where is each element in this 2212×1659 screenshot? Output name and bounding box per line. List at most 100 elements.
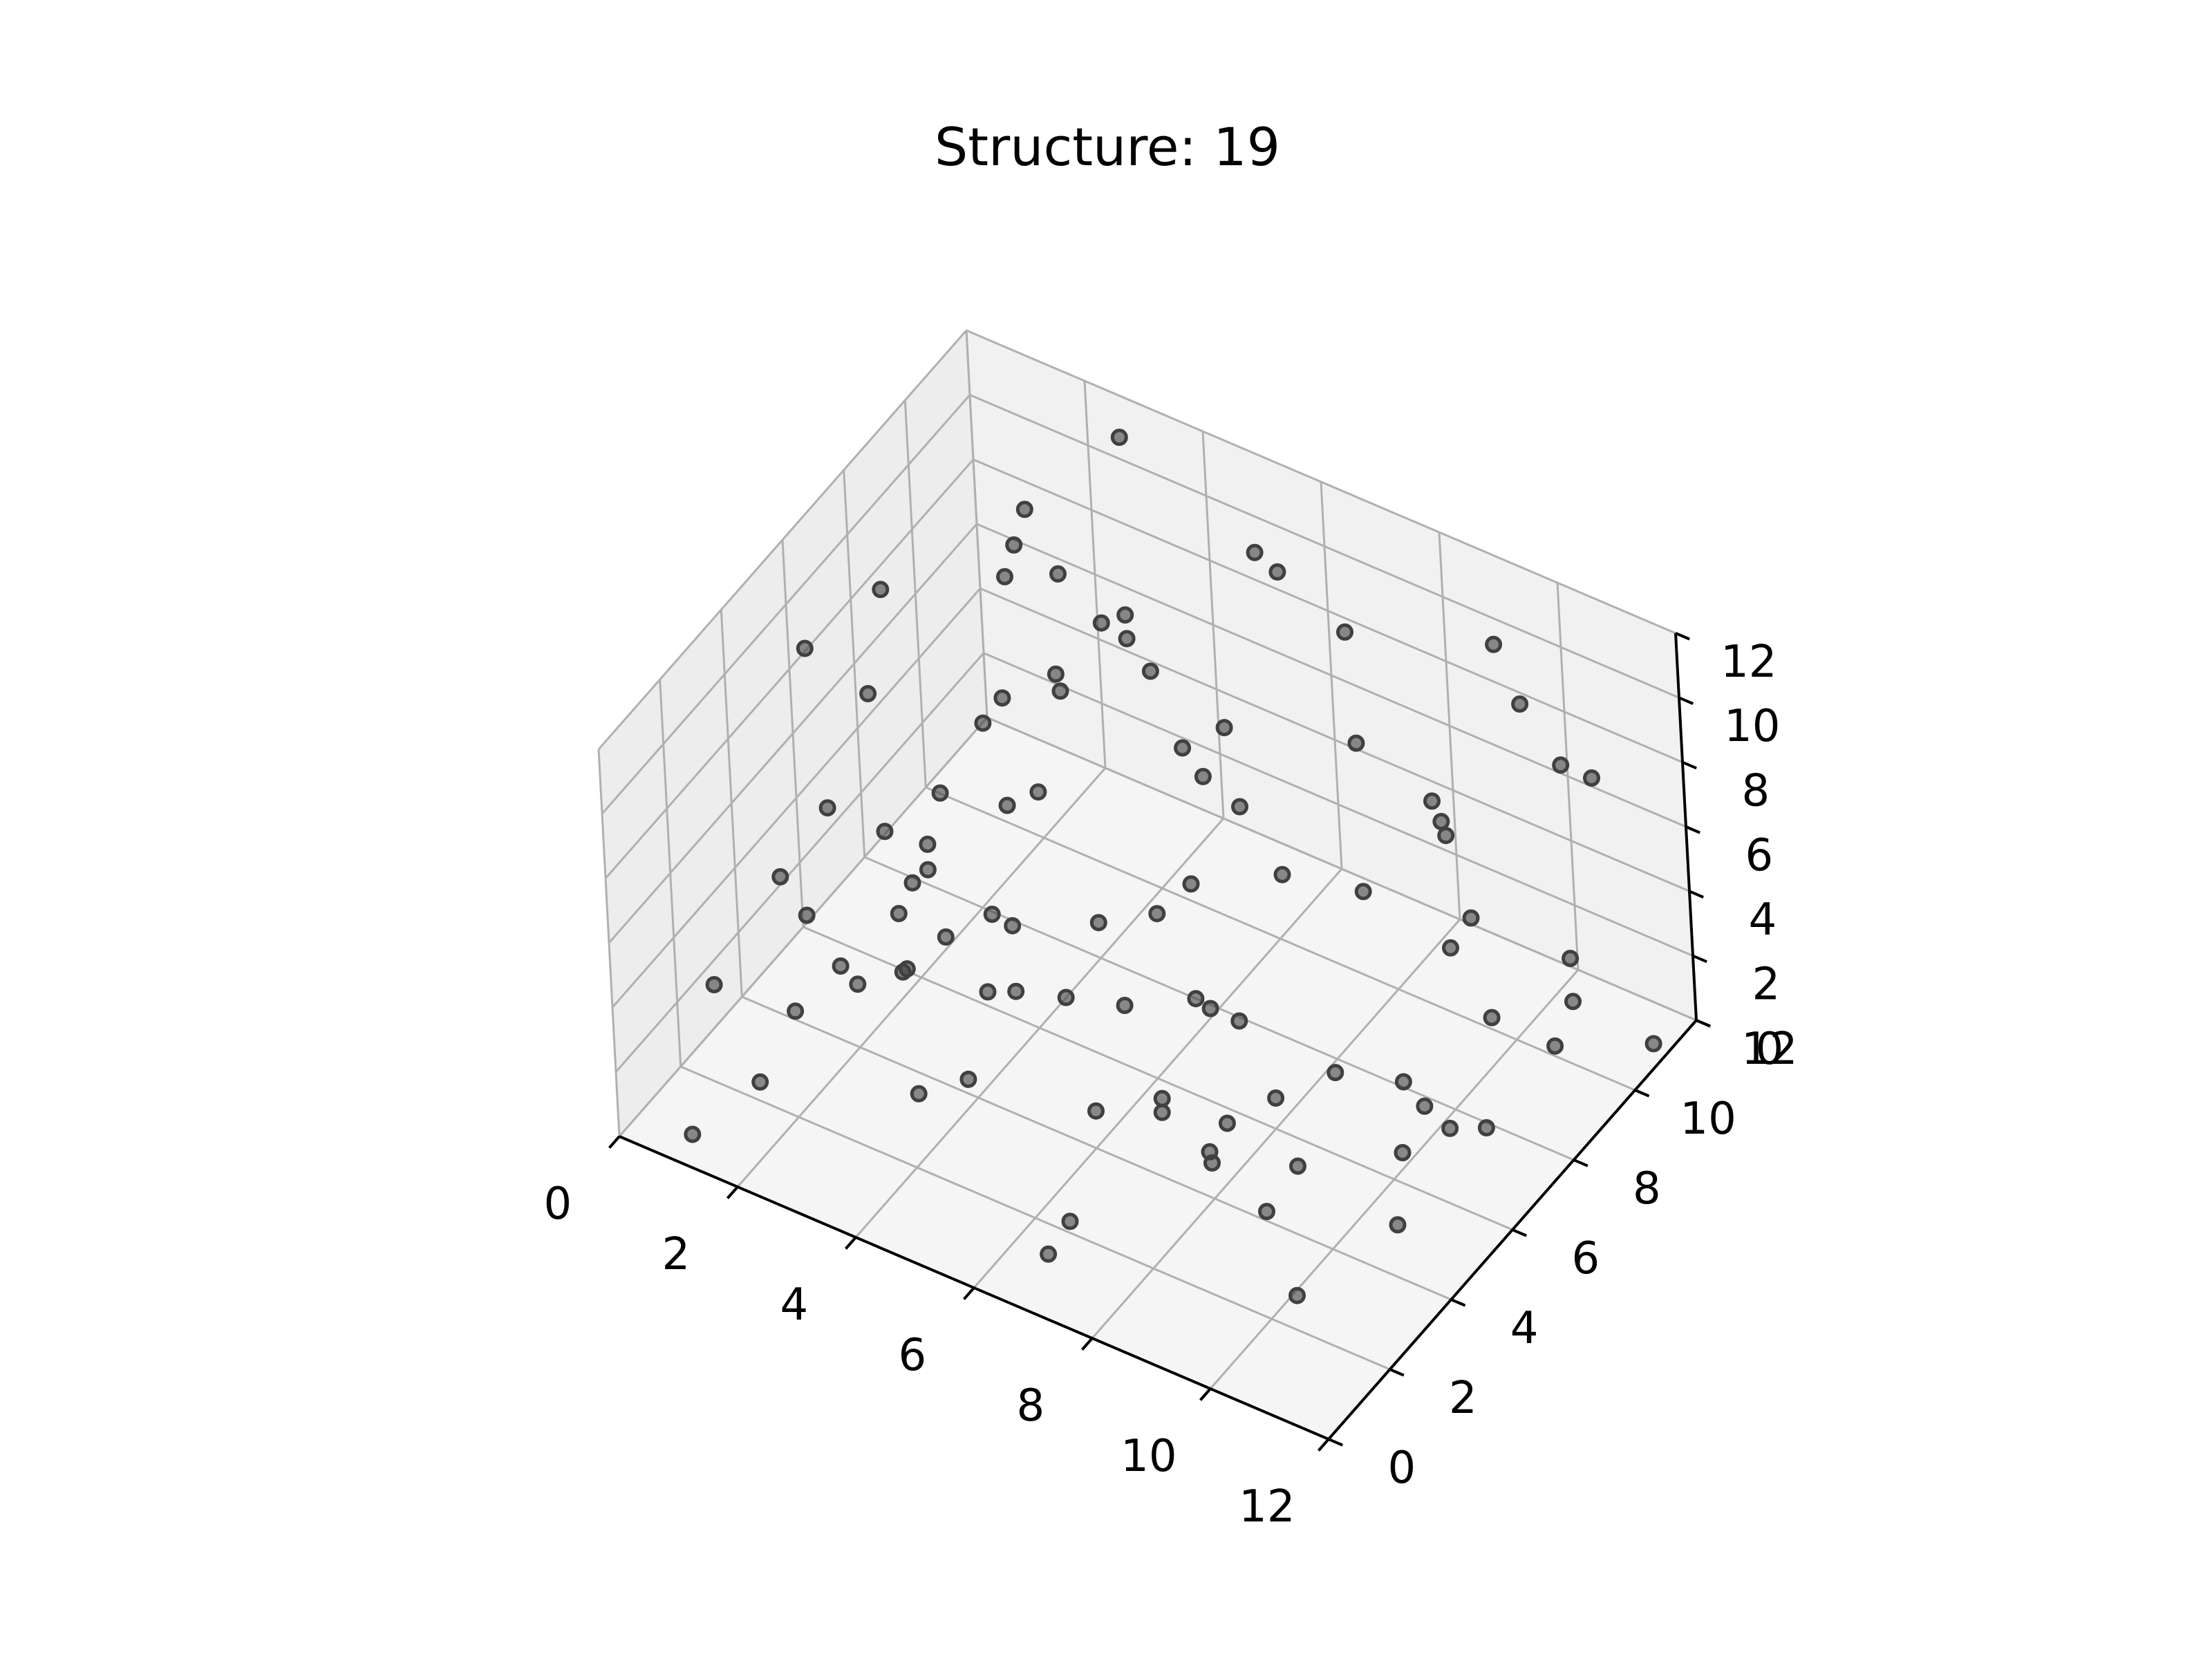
y-tick-label: 4 (1510, 1303, 1539, 1354)
scatter-point (1441, 1119, 1459, 1137)
scatter-point (1087, 1102, 1105, 1120)
gridline-z (611, 588, 982, 1009)
gridline-z (983, 652, 1694, 957)
z-tick-mark (1692, 954, 1707, 964)
gridline-y (803, 926, 1513, 1231)
y-tick-mark (1634, 1089, 1650, 1098)
scatter-point (1258, 1203, 1275, 1221)
scatter-point (1116, 997, 1134, 1014)
scatter-point (832, 957, 850, 975)
z-tick-mark (1682, 760, 1697, 770)
x-tick-mark (844, 1236, 857, 1250)
scatter-point (876, 823, 894, 841)
z-tick-mark (1696, 1019, 1711, 1028)
scatter-point (1267, 1089, 1285, 1107)
gridline-y (925, 786, 1635, 1091)
scatter-point (1268, 563, 1286, 581)
scatter-point (996, 568, 1013, 585)
scatter-point (1552, 756, 1570, 774)
scatter-point (1477, 1119, 1495, 1136)
scatter-point (974, 714, 992, 732)
scatter-point (1354, 883, 1372, 901)
z-tick-mark (1689, 890, 1704, 899)
x-tick-mark (1199, 1387, 1212, 1401)
scatter-point (1201, 1000, 1219, 1018)
scatter-point (1327, 1064, 1344, 1082)
z-tick-label: 6 (1745, 830, 1773, 881)
y-tick-label: 2 (1449, 1373, 1477, 1424)
x-tick-mark (726, 1185, 739, 1199)
scatter-point (919, 861, 937, 879)
scatter-point (998, 796, 1016, 814)
gridline-y (741, 995, 1452, 1301)
scatter-point (1416, 1097, 1434, 1115)
scatter-point (684, 1125, 702, 1143)
scatter-point (796, 639, 814, 657)
scatter-point (1336, 623, 1353, 641)
z-tick-mark (1685, 825, 1700, 834)
scatter-point (1273, 865, 1291, 883)
scatter-point (1004, 917, 1022, 935)
scatter-point (1040, 1245, 1058, 1263)
scatter-point (890, 905, 908, 923)
y-tick-label: 0 (1387, 1443, 1416, 1494)
scatter-point (1442, 939, 1459, 957)
scatter-point (1462, 909, 1480, 927)
scatter-point (872, 581, 890, 599)
scatter-point (1116, 606, 1134, 624)
scatter-point (1118, 630, 1136, 648)
scatter-point (1562, 950, 1580, 967)
y-tick-mark (1389, 1368, 1405, 1377)
scatter-point (1141, 662, 1159, 680)
scatter-point (1194, 767, 1212, 785)
scatter-point (1437, 827, 1455, 845)
scatter-point (1394, 1073, 1412, 1091)
scatter-point (993, 689, 1011, 707)
x-tick-mark (608, 1135, 621, 1149)
scatter-point (1047, 665, 1065, 683)
scatter-point (919, 835, 937, 853)
scatter-point (1057, 988, 1075, 1006)
scatter-point (931, 784, 949, 802)
gridline-z (966, 329, 1676, 635)
y-tick-label: 8 (1633, 1163, 1661, 1215)
x-tick-label: 0 (544, 1179, 572, 1230)
z-tick-label: 2 (1752, 959, 1780, 1010)
scatter-point (1089, 914, 1107, 932)
y-tick-label: 10 (1680, 1094, 1736, 1145)
scatter-point (937, 928, 955, 946)
scatter-point (1511, 695, 1529, 713)
scatter-point (910, 1085, 928, 1103)
y-tick-mark (1328, 1438, 1343, 1447)
gridline-z (969, 393, 1680, 699)
scatter-point (1564, 993, 1582, 1011)
scatter-point (798, 906, 816, 924)
x-tick-label: 10 (1121, 1431, 1177, 1482)
gridline-z (608, 523, 978, 944)
scatter-point (1005, 536, 1023, 554)
scatter-point (1546, 1037, 1564, 1055)
chart-title: Structure: 19 (935, 116, 1280, 178)
scatter-point (1007, 982, 1025, 1000)
x-tick-mark (1080, 1337, 1094, 1351)
scatter-point (1153, 1089, 1171, 1107)
scatter-point (1231, 798, 1248, 816)
scatter-point (1092, 614, 1110, 632)
scatter-point (1215, 719, 1233, 737)
z-tick-label: 12 (1721, 637, 1777, 688)
scatter-point (1029, 783, 1047, 801)
scatter-point (959, 1070, 977, 1088)
x-tick-label: 6 (899, 1330, 927, 1381)
x-tick-label: 4 (780, 1280, 809, 1331)
y-tick-mark (1450, 1298, 1466, 1307)
scatter-point (983, 906, 1001, 924)
scatter-point (1015, 500, 1033, 518)
scatter-point (1347, 734, 1365, 752)
scatter-point (1394, 1144, 1412, 1161)
scatter-point (787, 1002, 805, 1020)
scatter-point (1644, 1035, 1662, 1053)
x-tick-label: 12 (1239, 1481, 1295, 1533)
y-tick-mark (1573, 1159, 1588, 1168)
y-tick-label: 12 (1741, 1024, 1797, 1075)
scatter-point (1583, 769, 1600, 787)
